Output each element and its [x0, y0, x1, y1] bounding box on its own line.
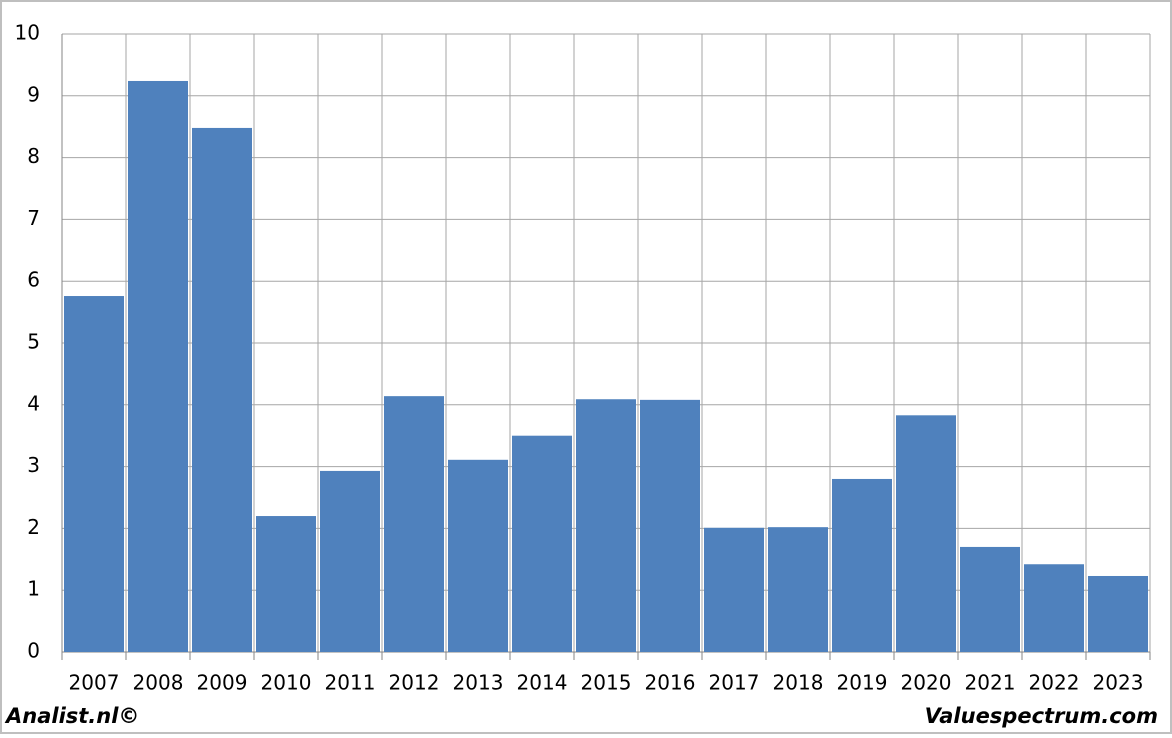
bar [448, 459, 508, 652]
x-tick-label: 2013 [453, 671, 504, 695]
x-tick-label: 2008 [133, 671, 184, 695]
y-tick-label: 8 [27, 144, 40, 168]
x-tick-label: 2007 [69, 671, 120, 695]
y-tick-label: 6 [27, 268, 40, 292]
bar [832, 478, 892, 652]
y-tick-label: 9 [27, 82, 40, 106]
bar [704, 527, 764, 652]
x-tick-label: 2009 [197, 671, 248, 695]
x-tick-label: 2019 [837, 671, 888, 695]
bar [1024, 564, 1084, 652]
x-tick-label: 2010 [261, 671, 312, 695]
bar [128, 80, 188, 652]
bar [960, 546, 1020, 652]
footer-left: Analist.nl© [4, 704, 139, 728]
bar [64, 296, 124, 652]
bar [768, 527, 828, 652]
bar [512, 435, 572, 652]
y-tick-label: 5 [27, 330, 40, 354]
footer-right: Valuespectrum.com [925, 704, 1158, 728]
y-tick-label: 4 [27, 391, 40, 415]
x-tick-label: 2021 [965, 671, 1016, 695]
bar [384, 396, 444, 652]
bar [576, 399, 636, 652]
x-tick-label: 2017 [709, 671, 760, 695]
bar [896, 415, 956, 652]
x-tick-label: 2014 [517, 671, 568, 695]
x-tick-label: 2020 [901, 671, 952, 695]
bar [320, 470, 380, 652]
bar [1088, 575, 1148, 652]
y-tick-label: 0 [27, 639, 40, 663]
x-tick-label: 2022 [1029, 671, 1080, 695]
y-tick-label: 2 [27, 515, 40, 539]
bar [256, 516, 316, 652]
x-tick-label: 2023 [1093, 671, 1144, 695]
bar [192, 127, 252, 653]
y-tick-label: 10 [15, 21, 40, 45]
x-tick-label: 2011 [325, 671, 376, 695]
x-tick-label: 2012 [389, 671, 440, 695]
y-tick-label: 1 [27, 577, 40, 601]
bar [640, 399, 700, 652]
x-tick-label: 2015 [581, 671, 632, 695]
x-tick-label: 2016 [645, 671, 696, 695]
y-tick-label: 3 [27, 453, 40, 477]
y-tick-label: 7 [27, 206, 40, 230]
x-tick-label: 2018 [773, 671, 824, 695]
